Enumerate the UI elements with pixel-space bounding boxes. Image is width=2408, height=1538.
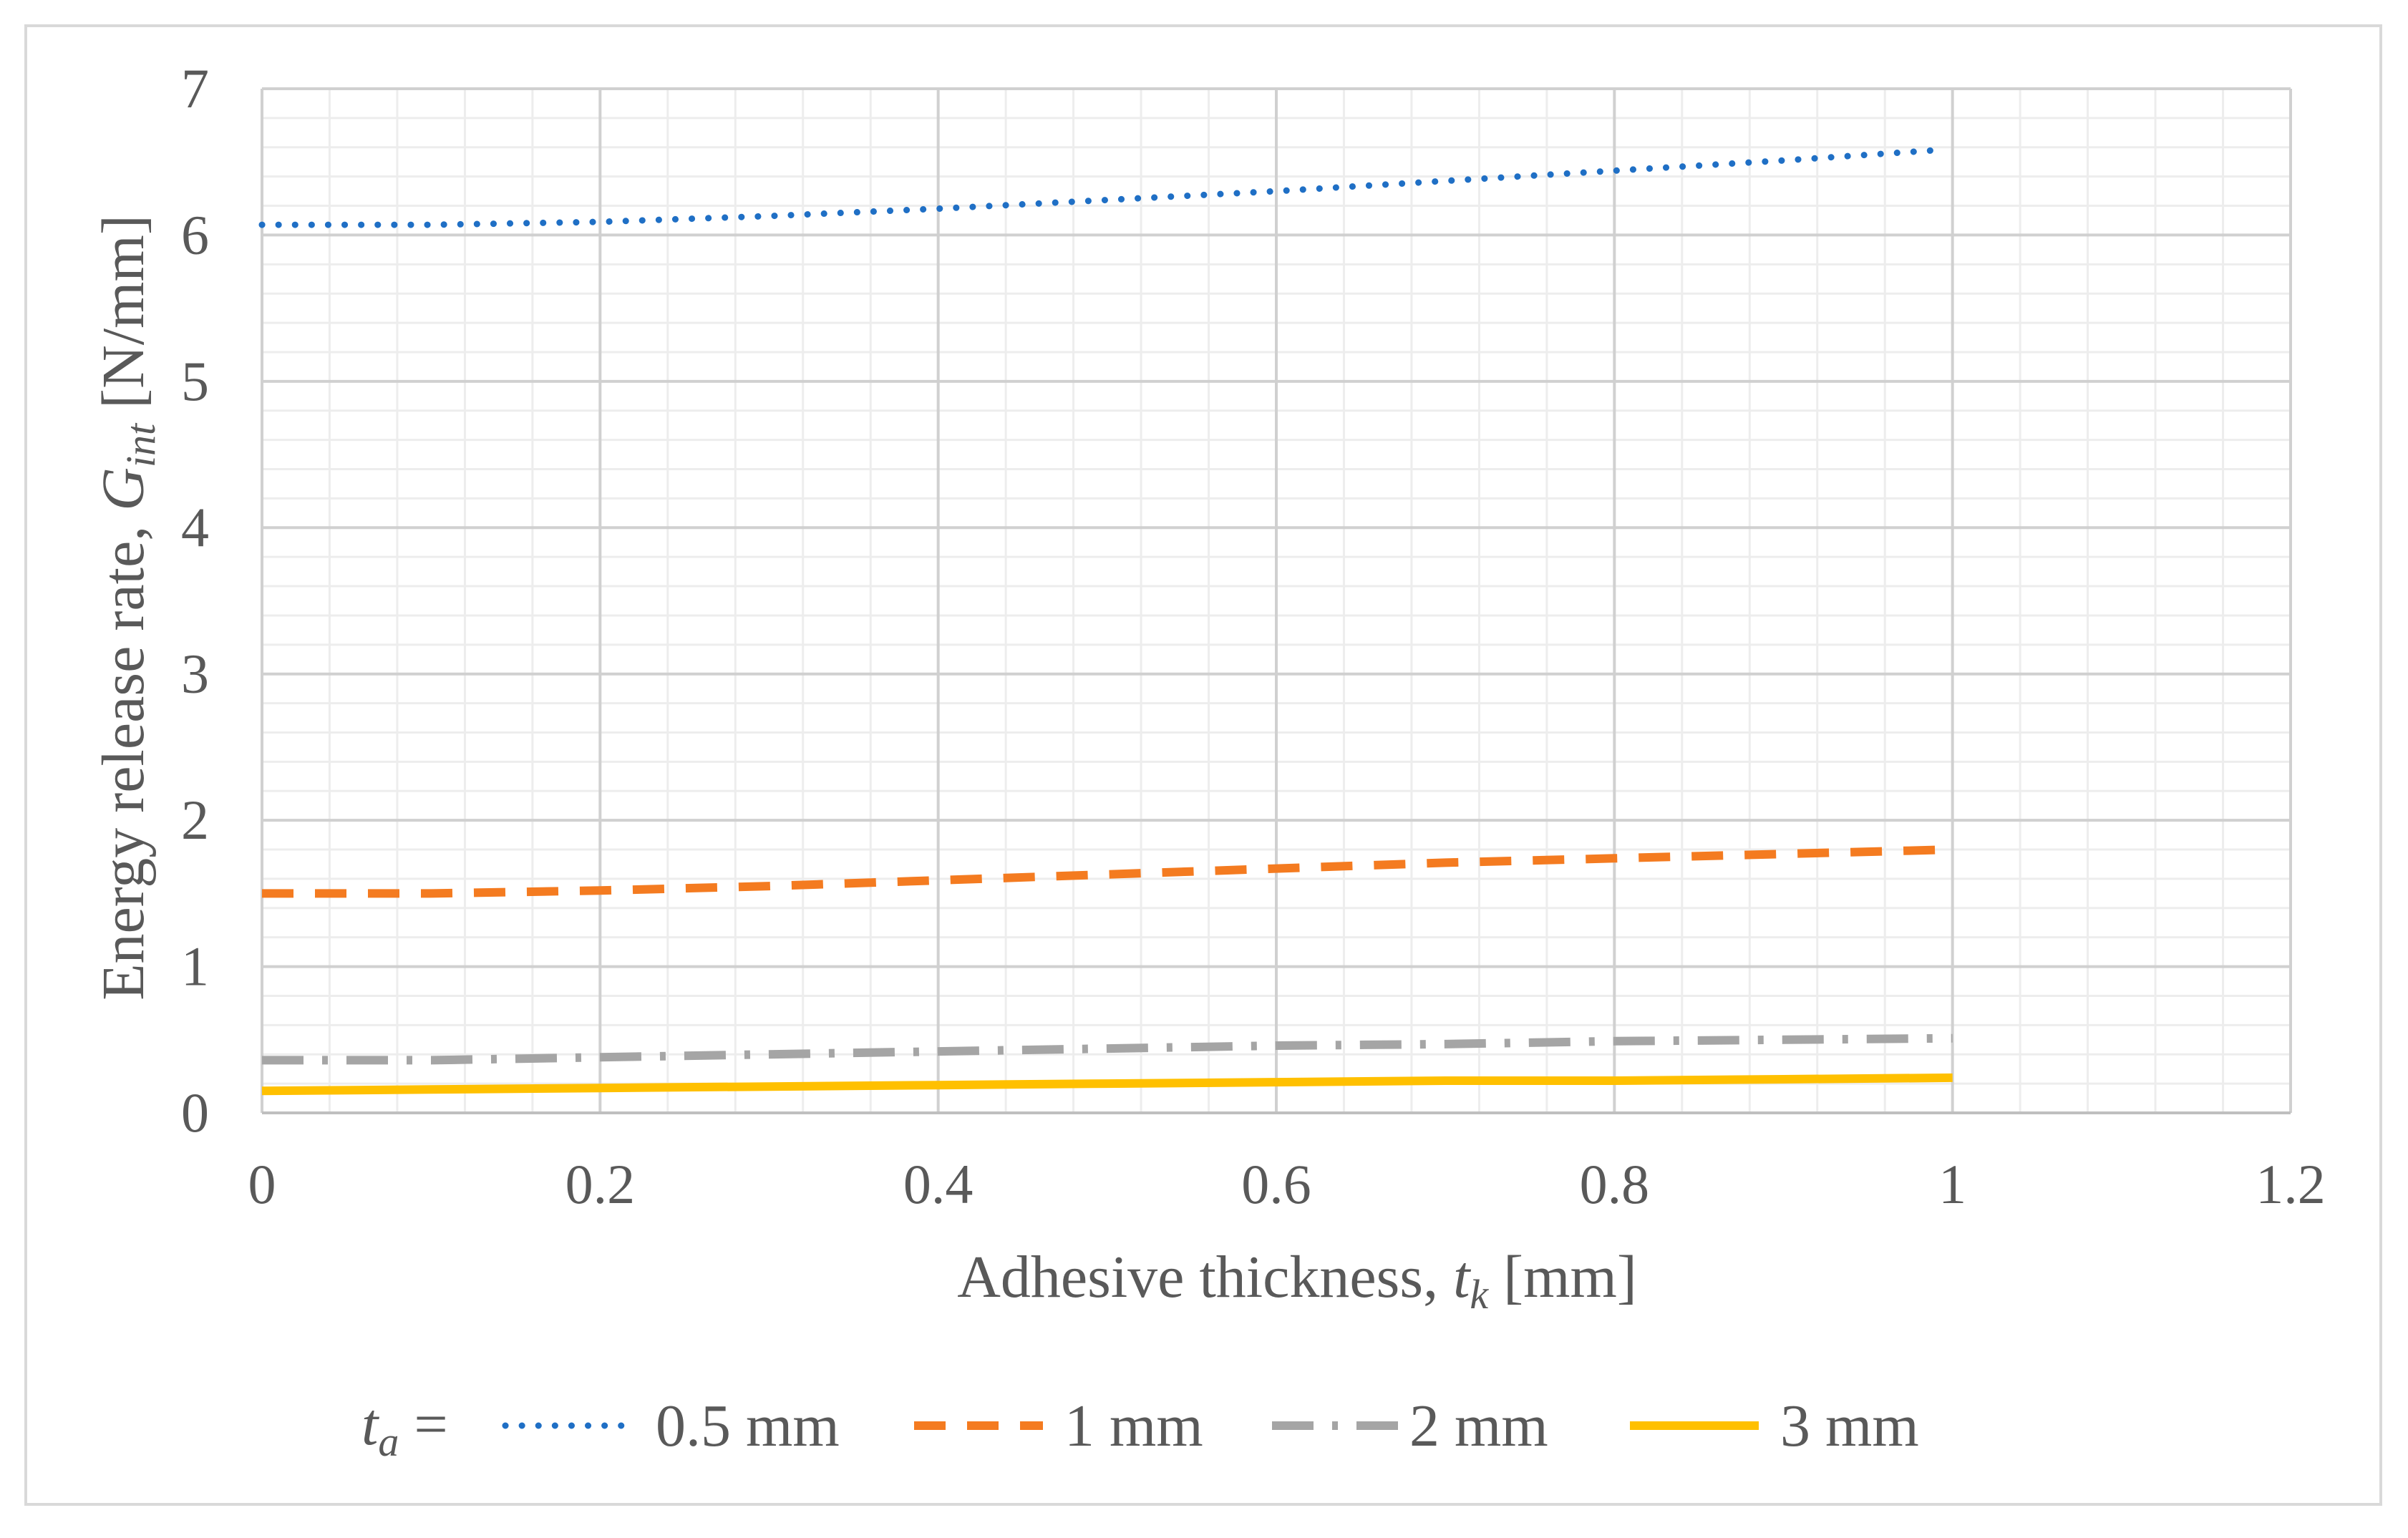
x-tick-label: 0.2 — [565, 1153, 636, 1215]
y-tick-label: 4 — [181, 496, 209, 558]
series-line-1 — [258, 147, 1939, 228]
chart-frame — [24, 24, 2382, 1506]
legend-items: 0.5 mm 1 mm 2 mm 3 mm — [502, 1393, 1919, 1459]
y-axis-label: Energy release rate, Gint [N/mm] — [90, 215, 164, 1001]
grid-layer — [261, 87, 2292, 1114]
y-tick-label: 1 — [181, 935, 209, 998]
x-tick-label: 1 — [1938, 1153, 1966, 1215]
y-tick-label: 7 — [181, 57, 209, 120]
legend-label-3: 2 mm — [1409, 1393, 1548, 1459]
series-layer — [258, 147, 1953, 1096]
x-tick-label: 0.8 — [1580, 1153, 1650, 1215]
x-tick-label: 0.6 — [1241, 1153, 1311, 1215]
legend-label-4: 3 mm — [1780, 1393, 1919, 1459]
x-tick-label: 1.2 — [2256, 1153, 2326, 1215]
legend: ta = 0.5 mm 1 mm 2 mm 3 mm — [361, 1391, 1919, 1465]
x-axis-label: Adhesive thickness, tk [mm] — [957, 1244, 1637, 1318]
series-line-3 — [262, 1033, 1953, 1065]
legend-label-2: 1 mm — [1064, 1393, 1203, 1459]
y-tick-label: 2 — [181, 789, 209, 851]
series-line-2 — [262, 845, 1953, 898]
y-tick-label: 0 — [181, 1081, 209, 1144]
x-tick-label: 0 — [248, 1153, 276, 1215]
y-tick-label: 5 — [181, 350, 209, 412]
series-line-4 — [261, 1073, 1953, 1096]
y-tick-label: 3 — [181, 643, 209, 705]
x-tick-label: 0.4 — [903, 1153, 974, 1215]
tick-labels: 0 0.2 0.4 0.6 0.8 1 1.2 0 1 2 3 4 5 6 7 — [181, 57, 2326, 1215]
y-tick-label: 6 — [181, 203, 209, 266]
legend-title: ta = — [361, 1391, 448, 1465]
legend-label-1: 0.5 mm — [656, 1393, 840, 1459]
